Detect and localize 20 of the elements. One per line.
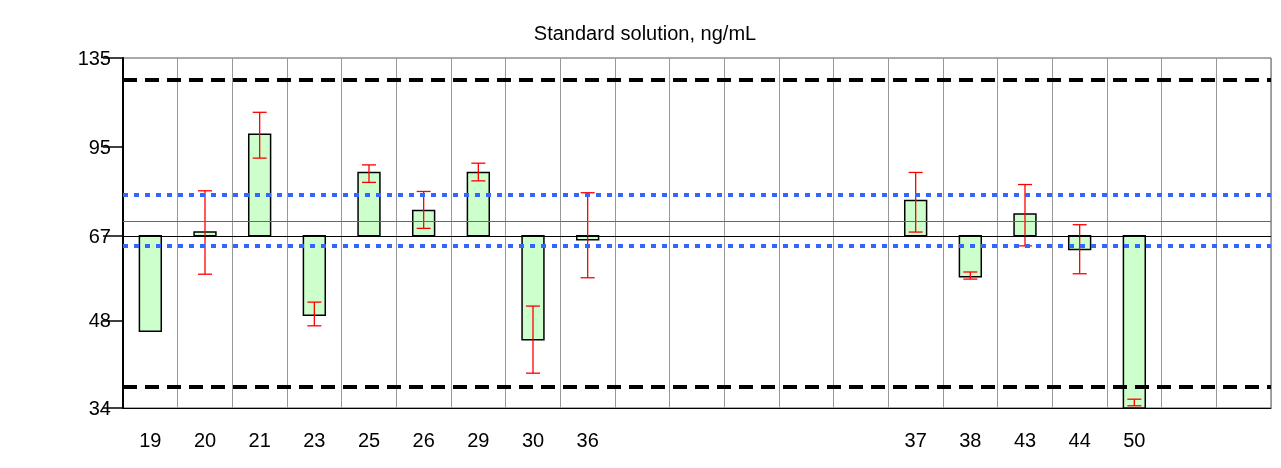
x-tick-label: 44 bbox=[1068, 429, 1091, 451]
x-tick-label: 25 bbox=[357, 429, 381, 451]
x-tick-label: 23 bbox=[303, 429, 326, 451]
y-tick-label: 135 bbox=[77, 47, 111, 69]
x-tick-label: 20 bbox=[193, 429, 217, 451]
chart-title: Standard solution, ng/mL bbox=[533, 22, 757, 44]
x-tick-label: 43 bbox=[1013, 429, 1037, 451]
x-tick-label: 50 bbox=[1123, 429, 1146, 451]
y-tick-label: 48 bbox=[88, 309, 111, 332]
x-tick-label: 29 bbox=[467, 429, 490, 451]
y-tick-label: 95 bbox=[88, 136, 111, 159]
y-tick-label: 34 bbox=[88, 397, 111, 419]
x-tick-label: 36 bbox=[576, 429, 599, 451]
x-tick-label: 30 bbox=[521, 429, 545, 451]
x-tick-label: 19 bbox=[139, 429, 162, 451]
x-tick-label: 21 bbox=[248, 429, 271, 451]
y-tick-label: 67 bbox=[88, 224, 111, 247]
x-tick-label: 37 bbox=[904, 429, 927, 451]
x-tick-label: 26 bbox=[412, 429, 435, 451]
x-tick-label: 38 bbox=[959, 429, 982, 451]
